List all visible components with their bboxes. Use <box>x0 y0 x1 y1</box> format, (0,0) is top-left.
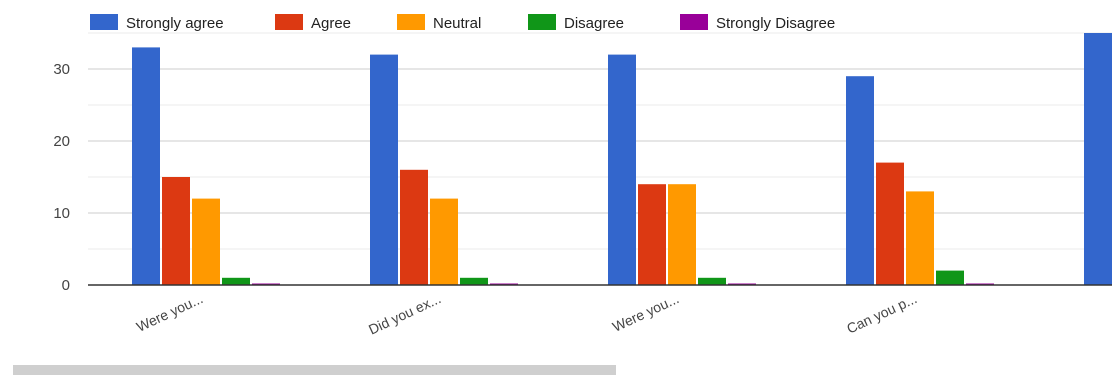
legend-label: Disagree <box>564 15 624 32</box>
bar-neutral[interactable] <box>906 191 934 285</box>
bar-strongly-agree[interactable] <box>370 54 398 285</box>
bar-strongly-agree[interactable] <box>1084 33 1112 285</box>
bars <box>132 33 1112 286</box>
legend-swatch <box>90 14 118 30</box>
x-category-label: Were you... <box>134 290 205 335</box>
bar-neutral[interactable] <box>192 198 220 285</box>
bar-strongly-agree[interactable] <box>846 76 874 285</box>
legend-item-neutral[interactable]: Neutral <box>397 14 481 32</box>
legend-swatch <box>680 14 708 30</box>
x-category-label: Can you p... <box>844 290 919 336</box>
bar-strongly-agree[interactable] <box>132 47 160 286</box>
y-tick-label: 30 <box>53 61 70 78</box>
y-tick-label: 0 <box>62 277 70 294</box>
legend-label: Neutral <box>433 15 481 32</box>
legend-label: Strongly agree <box>126 15 224 32</box>
legend: Strongly agree Agree Neutral Disagree Strong… <box>90 14 835 32</box>
horizontal-scrollbar-thumb[interactable] <box>13 365 616 375</box>
legend-swatch <box>275 14 303 30</box>
legend-label: Agree <box>311 15 351 32</box>
legend-swatch <box>397 14 425 30</box>
bar-disagree[interactable] <box>698 277 726 285</box>
bar-neutral[interactable] <box>668 184 696 285</box>
legend-item-strongly-disagree[interactable]: Strongly Disagree <box>680 14 835 32</box>
bar-agree[interactable] <box>162 177 190 285</box>
bar-strongly-agree[interactable] <box>608 54 636 285</box>
legend-item-disagree[interactable]: Disagree <box>528 14 624 32</box>
legend-label: Strongly Disagree <box>716 15 835 32</box>
bar-agree[interactable] <box>638 184 666 285</box>
x-category-label: Were you... <box>610 290 681 335</box>
bar-agree[interactable] <box>876 162 904 285</box>
grid <box>88 32 1112 250</box>
legend-item-agree[interactable]: Agree <box>275 14 351 32</box>
bar-neutral[interactable] <box>430 198 458 285</box>
bar-disagree[interactable] <box>222 277 250 285</box>
x-category-label: Did you ex... <box>366 290 443 337</box>
y-tick-label: 10 <box>53 205 70 222</box>
bar-disagree[interactable] <box>936 270 964 285</box>
legend-swatch <box>528 14 556 30</box>
legend-item-strongly-agree[interactable]: Strongly agree <box>90 14 224 32</box>
y-tick-label: 20 <box>53 133 70 150</box>
bar-agree[interactable] <box>400 169 428 285</box>
bar-disagree[interactable] <box>460 277 488 285</box>
